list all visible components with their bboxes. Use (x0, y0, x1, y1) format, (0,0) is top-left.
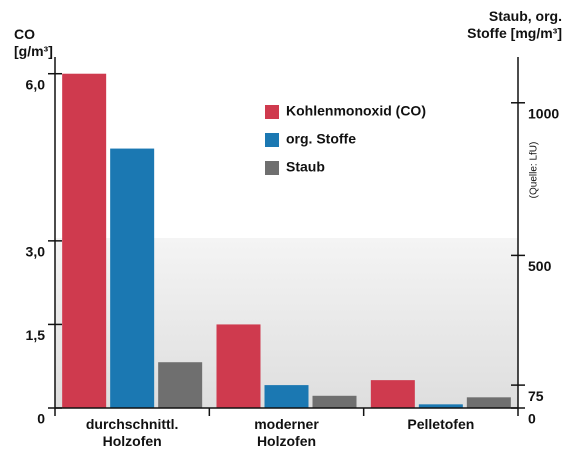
bar (216, 324, 261, 408)
y2-tick-label: 1000 (528, 105, 559, 121)
legend-swatch (265, 161, 279, 175)
y-tick-label: 3,0 (26, 244, 46, 260)
bar (466, 397, 511, 408)
legend-label: Staub (286, 159, 325, 175)
bar (110, 148, 155, 408)
y-tick-label: 0 (37, 411, 45, 427)
y2-tick-label: 75 (528, 388, 544, 404)
y2-tick-label: 500 (528, 258, 552, 274)
x-tick-label: durchschnittl. Holzofen (85, 416, 179, 449)
legend-label: org. Stoffe (286, 131, 356, 147)
bar (418, 404, 463, 408)
legend-label: Kohlenmonoxid (CO) (286, 103, 426, 119)
x-tick-label: Pelletofen (407, 416, 475, 432)
y-axis-title: CO [g/m³] (14, 26, 53, 59)
legend-swatch (265, 133, 279, 147)
y-tick-label: 1,5 (26, 327, 46, 343)
bar (264, 385, 309, 408)
y2-tick-label: 0 (528, 411, 536, 427)
source: (Quelle: LfU) (529, 142, 540, 199)
bar (62, 73, 107, 408)
bar (312, 395, 357, 408)
y2-axis-title: Staub, org. Stoffe [mg/m³] (467, 8, 562, 41)
legend-swatch (265, 105, 279, 119)
x-tick-label: moderner Holzofen (254, 416, 319, 449)
bar (370, 380, 415, 408)
bar (158, 362, 203, 408)
y-tick-label: 6,0 (26, 76, 46, 92)
